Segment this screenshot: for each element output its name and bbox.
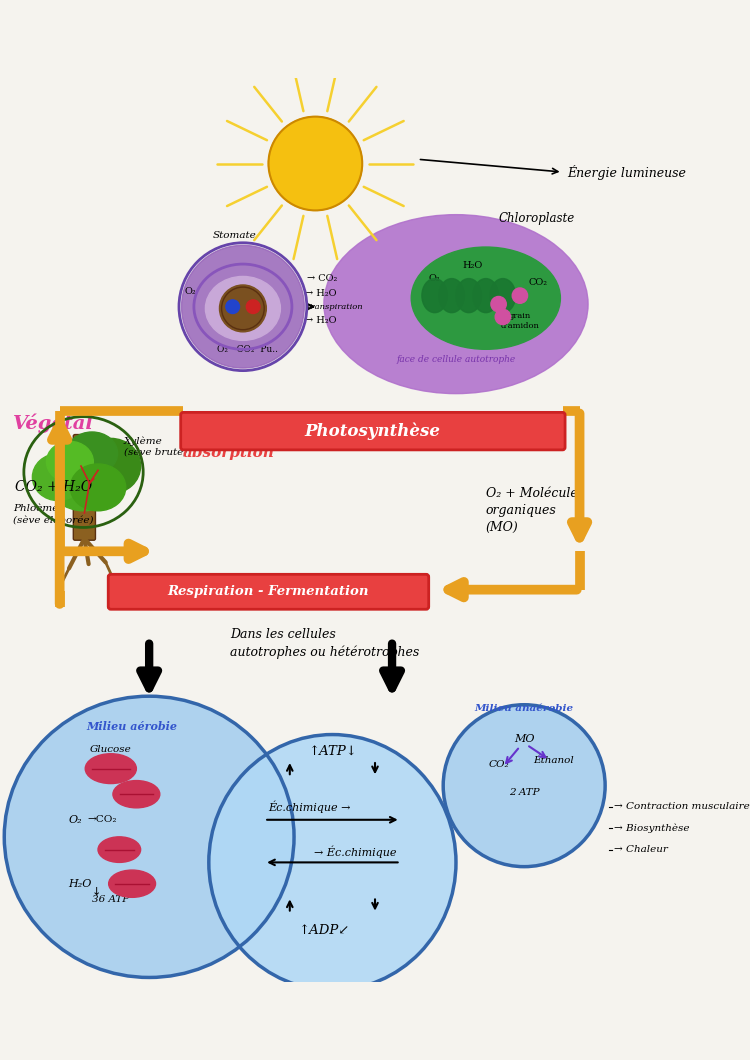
Text: ↑ATP↓: ↑ATP↓ — [308, 745, 357, 758]
Text: MO: MO — [514, 734, 535, 744]
Text: CO₂: CO₂ — [488, 760, 509, 768]
Ellipse shape — [324, 214, 588, 393]
Text: Chloroplaste: Chloroplaste — [499, 212, 575, 226]
Text: → Biosynthèse: → Biosynthèse — [614, 824, 689, 833]
Ellipse shape — [220, 285, 266, 332]
Circle shape — [443, 705, 605, 867]
Text: → H₂O: → H₂O — [305, 316, 337, 324]
Ellipse shape — [98, 836, 141, 863]
Ellipse shape — [67, 432, 118, 475]
FancyBboxPatch shape — [181, 412, 565, 449]
Ellipse shape — [70, 464, 126, 511]
Ellipse shape — [113, 780, 160, 808]
Text: Végétal: Végétal — [13, 413, 94, 434]
Circle shape — [246, 300, 260, 314]
Text: Glucose: Glucose — [90, 744, 132, 754]
Text: CO₂: CO₂ — [529, 279, 548, 287]
Ellipse shape — [411, 247, 560, 350]
Ellipse shape — [86, 754, 136, 783]
Ellipse shape — [47, 447, 120, 511]
Text: →CO₂: →CO₂ — [88, 815, 117, 825]
Text: Éthanol: Éthanol — [533, 756, 574, 764]
Text: Dans les cellules
autotrophes ou hétérotrophes: Dans les cellules autotrophes ou hétérot… — [230, 628, 419, 658]
Text: O₂   CO₂  Pu..: O₂ CO₂ Pu.. — [217, 344, 278, 354]
Circle shape — [512, 288, 527, 303]
Text: Milieu aérobie: Milieu aérobie — [86, 721, 178, 731]
Circle shape — [182, 245, 304, 368]
Text: → Chaleur: → Chaleur — [614, 845, 668, 854]
Text: MO: MO — [101, 762, 120, 772]
Ellipse shape — [109, 870, 155, 898]
Text: Respiration - Fermentation: Respiration - Fermentation — [168, 585, 369, 598]
Ellipse shape — [422, 279, 448, 313]
Text: Xylème
(sève brute): Xylème (sève brute) — [124, 437, 187, 457]
Circle shape — [495, 310, 511, 324]
Text: Eau, ions (sels minéraux): Eau, ions (sels minéraux) — [183, 432, 334, 445]
Text: H₂O: H₂O — [463, 261, 483, 270]
Text: O₂ + Molécules
organiques
(MO): O₂ + Molécules organiques (MO) — [486, 488, 584, 534]
Text: H₂O: H₂O — [68, 879, 92, 888]
Ellipse shape — [46, 441, 93, 482]
Ellipse shape — [456, 279, 482, 313]
Text: absorption: absorption — [183, 446, 275, 460]
Text: → Contraction musculaire: → Contraction musculaire — [614, 802, 749, 812]
Circle shape — [268, 117, 362, 210]
Text: Transpiration: Transpiration — [305, 303, 363, 311]
Text: CO₂ + H₂O: CO₂ + H₂O — [15, 480, 92, 494]
Text: Stomate: Stomate — [212, 231, 256, 241]
Text: O₂: O₂ — [429, 275, 440, 283]
Ellipse shape — [206, 277, 280, 340]
Ellipse shape — [473, 279, 499, 313]
Text: → CO₂: → CO₂ — [307, 275, 337, 283]
Text: 36 ATP: 36 ATP — [92, 895, 129, 903]
FancyBboxPatch shape — [74, 435, 95, 541]
Text: 2 ATP: 2 ATP — [509, 788, 539, 797]
Ellipse shape — [439, 279, 464, 313]
Text: Énergie lumineuse: Énergie lumineuse — [567, 164, 686, 179]
Ellipse shape — [490, 279, 516, 313]
Ellipse shape — [32, 454, 83, 500]
Circle shape — [226, 300, 239, 314]
Text: O₂: O₂ — [68, 815, 82, 825]
Text: Milieu anaérobie: Milieu anaérobie — [475, 705, 574, 713]
Text: ↓: ↓ — [92, 887, 101, 897]
Text: ↓: ↓ — [106, 754, 116, 766]
Text: grain
d'amidon: grain d'amidon — [500, 313, 539, 330]
Circle shape — [491, 297, 506, 312]
Text: Phloème
(sève élaborée): Phloème (sève élaborée) — [13, 505, 93, 525]
Text: O₂: O₂ — [184, 287, 196, 296]
Text: face de cellule autotrophe: face de cellule autotrophe — [396, 355, 515, 364]
Text: → Éc.chimique: → Éc.chimique — [314, 846, 396, 859]
Text: Éc.chimique →: Éc.chimique → — [268, 800, 351, 813]
Text: Photosynthèse: Photosynthèse — [305, 422, 441, 440]
Ellipse shape — [4, 696, 294, 977]
Text: → H₂O: → H₂O — [305, 288, 337, 298]
Ellipse shape — [81, 439, 141, 494]
Text: ↑ADP↙: ↑ADP↙ — [298, 924, 350, 937]
FancyBboxPatch shape — [108, 575, 429, 610]
Ellipse shape — [209, 735, 456, 990]
